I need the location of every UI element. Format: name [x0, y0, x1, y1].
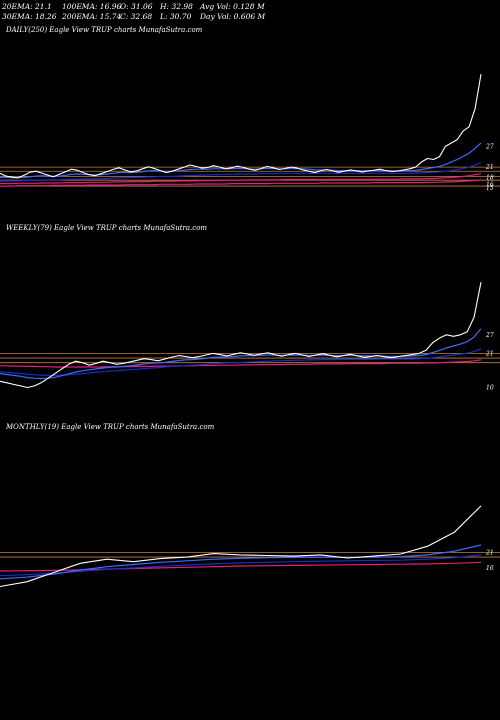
price-tick-label: 15: [486, 185, 494, 192]
monthly-chart-panel: MONTHLY(19) Eagle View TRUP charts Munaf…: [0, 423, 500, 627]
ema30-line: [0, 162, 482, 182]
ema100-line: [0, 359, 482, 368]
price-tick-label: 27: [485, 332, 494, 339]
ema20-value: 20EMA: 21.1: [2, 2, 52, 11]
weekly-chart-panel: WEEKLY(79) Eagle View TRUP charts Munafa…: [0, 224, 500, 428]
ema100-line: [0, 173, 482, 185]
ema200-line: [0, 179, 482, 187]
ema30-value: 30EMA: 18.26: [2, 12, 57, 21]
day-volume-value: Day Vol: 0.606 M: [200, 12, 266, 21]
ema200-value: 200EMA: 15.74: [62, 12, 122, 21]
daily-chart-title: DAILY(250) Eagle View TRUP charts Munafa…: [6, 26, 203, 34]
price-tick-label: 18: [486, 174, 494, 181]
price-line: [0, 74, 482, 179]
daily-chart-panel: DAILY(250) Eagle View TRUP charts Munafa…: [0, 26, 500, 230]
price-line: [0, 281, 482, 389]
price-tick-label: 21: [485, 350, 494, 357]
close-value: C: 32.68: [120, 12, 153, 21]
price-line: [0, 505, 482, 588]
price-tick-label: 16: [486, 181, 494, 188]
ema30-line: [0, 554, 482, 577]
weekly-chart: 27 21 10: [0, 281, 500, 392]
high-value: H: 32.98: [160, 2, 193, 11]
ema30-line: [0, 348, 482, 376]
price-tick-label: 27: [485, 143, 494, 150]
indicator-header: 20EMA: 21.1 100EMA: 16.96 O: 31.06 H: 32…: [0, 0, 500, 24]
price-tick-label: 21: [485, 549, 494, 556]
ema100-value: 100EMA: 16.96: [62, 2, 122, 11]
monthly-chart-title: MONTHLY(19) Eagle View TRUP charts Munaf…: [6, 423, 215, 431]
price-tick-label: 10: [486, 385, 494, 392]
avg-volume-value: Avg Vol: 0.128 M: [200, 2, 265, 11]
low-value: L: 30.70: [160, 12, 192, 21]
price-tick-label: 16: [486, 565, 494, 572]
weekly-chart-title: WEEKLY(79) Eagle View TRUP charts Munafa…: [6, 224, 208, 232]
ema20-line: [0, 544, 482, 580]
ema20-line: [0, 142, 482, 179]
price-tick-label: 21: [485, 164, 494, 171]
monthly-chart: 21 16: [0, 505, 500, 588]
open-value: O: 31.06: [120, 2, 153, 11]
